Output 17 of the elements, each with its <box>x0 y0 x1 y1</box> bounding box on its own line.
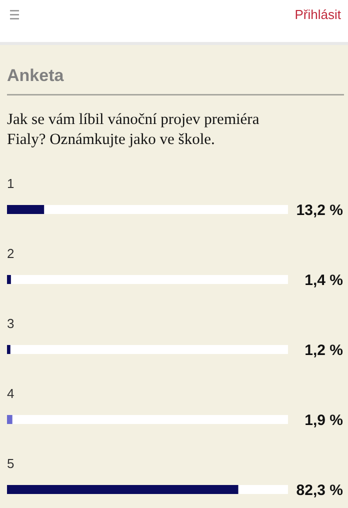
y-tick-label: 1 <box>7 176 14 191</box>
bar <box>7 345 10 354</box>
y-tick-label: 5 <box>7 456 14 471</box>
bar <box>7 275 11 284</box>
text: Přihlásit <box>294 7 342 22</box>
data-label: 1,9 % <box>304 412 343 429</box>
data-label: 13,2 % <box>296 202 343 219</box>
y-tick-label: 3 <box>7 316 14 331</box>
data-label: 1,4 % <box>304 272 343 289</box>
data-label: 1,2 % <box>304 342 343 359</box>
chart-title: Anketa <box>7 66 64 85</box>
chart-subtitle: Jak se vám líbil vánoční projev premiéra Fialy? Oznámkujte jako ve škole. <box>7 111 260 148</box>
y-tick-label: 2 <box>7 246 14 261</box>
bar <box>7 415 12 424</box>
data-label: 82,3 % <box>296 482 343 499</box>
bar <box>7 205 44 214</box>
y-tick-label: 4 <box>7 386 14 401</box>
